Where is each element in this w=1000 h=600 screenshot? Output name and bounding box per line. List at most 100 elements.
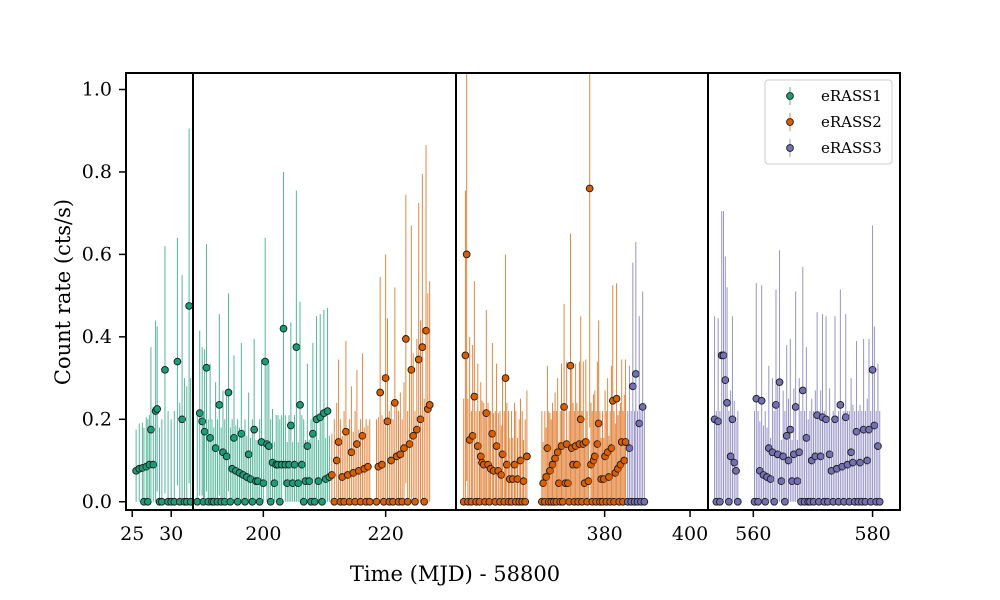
marker <box>875 497 884 506</box>
data-point <box>403 411 412 506</box>
data-point <box>508 437 517 502</box>
data-point <box>425 281 434 502</box>
marker <box>730 458 739 467</box>
marker <box>772 401 780 409</box>
marker <box>292 343 301 352</box>
data-point <box>811 390 820 502</box>
marker <box>836 401 845 409</box>
data-point <box>875 411 884 506</box>
data-point <box>638 291 647 502</box>
marker <box>519 477 528 485</box>
marker <box>365 497 374 506</box>
y-tick-label: 0.2 <box>82 408 112 430</box>
marker <box>161 365 169 374</box>
legend: eRASS1 eRASS2 eRASS3 <box>764 79 893 165</box>
data-point <box>510 402 519 502</box>
marker <box>334 438 343 446</box>
marker <box>795 448 804 457</box>
data-point <box>777 439 786 502</box>
marker <box>396 450 405 459</box>
marker <box>539 479 547 488</box>
x-axis-label: Time (MJD) - 58800 <box>350 562 560 586</box>
panel-4-frame <box>707 72 901 511</box>
data-point <box>135 423 144 502</box>
data-point <box>865 338 873 502</box>
data-point <box>491 411 500 506</box>
marker <box>376 388 385 397</box>
marker <box>754 497 762 506</box>
marker <box>585 184 594 193</box>
data-point <box>847 378 855 502</box>
data-point <box>470 281 479 502</box>
data-point <box>538 411 546 506</box>
data-point <box>757 285 766 502</box>
data-point <box>239 429 248 502</box>
marker <box>510 460 519 469</box>
marker <box>482 409 491 417</box>
data-point <box>153 326 162 492</box>
marker <box>847 448 855 457</box>
data-point <box>173 237 182 486</box>
marker <box>327 471 336 479</box>
data-point <box>259 441 268 502</box>
data-point <box>186 378 193 506</box>
data-point <box>242 435 251 502</box>
data-point <box>195 330 204 496</box>
data-point <box>516 398 525 502</box>
marker <box>761 497 770 506</box>
data-point <box>255 419 264 506</box>
marker <box>461 351 470 360</box>
marker <box>816 452 825 461</box>
marker <box>259 479 268 488</box>
legend-marker <box>786 144 794 152</box>
data-point <box>222 394 231 502</box>
data-point <box>246 437 255 502</box>
data-point <box>870 326 879 502</box>
data-point <box>784 398 793 502</box>
data-point <box>843 411 852 502</box>
marker <box>353 440 361 448</box>
data-point <box>505 437 514 502</box>
data-point <box>640 402 649 506</box>
marker <box>868 365 877 374</box>
data-point <box>813 312 821 502</box>
data-point <box>358 353 367 502</box>
x-tick-label: 580 <box>854 523 890 545</box>
data-point <box>420 398 429 506</box>
data-point <box>217 427 225 506</box>
data-point <box>178 275 186 502</box>
marker <box>303 442 312 450</box>
data-point <box>468 345 477 502</box>
data-point <box>627 411 635 506</box>
marker <box>178 415 186 424</box>
marker <box>714 417 722 426</box>
data-point <box>489 413 498 502</box>
marker <box>342 427 350 436</box>
marker <box>874 442 882 450</box>
data-point <box>298 415 306 502</box>
data-point <box>465 336 474 502</box>
legend-entry: eRASS1 <box>786 87 882 105</box>
panel-1-plot <box>132 128 193 506</box>
marker <box>726 452 735 461</box>
data-point <box>422 145 430 502</box>
data-point <box>750 411 759 506</box>
data-point <box>852 340 861 502</box>
data-point <box>312 316 321 502</box>
marker <box>462 250 471 259</box>
marker <box>310 497 319 506</box>
marker <box>413 425 421 434</box>
marker <box>233 497 242 506</box>
marker <box>523 452 531 461</box>
marker <box>401 335 410 343</box>
marker <box>279 324 288 333</box>
legend-label: eRASS1 <box>821 87 882 105</box>
y-tick-label: 0.8 <box>82 161 112 183</box>
marker <box>781 497 789 506</box>
data-point <box>288 441 297 502</box>
data-point <box>418 174 427 502</box>
data-point <box>838 417 847 502</box>
data-point <box>351 411 359 506</box>
data-point <box>824 419 832 506</box>
data-point <box>279 171 288 486</box>
